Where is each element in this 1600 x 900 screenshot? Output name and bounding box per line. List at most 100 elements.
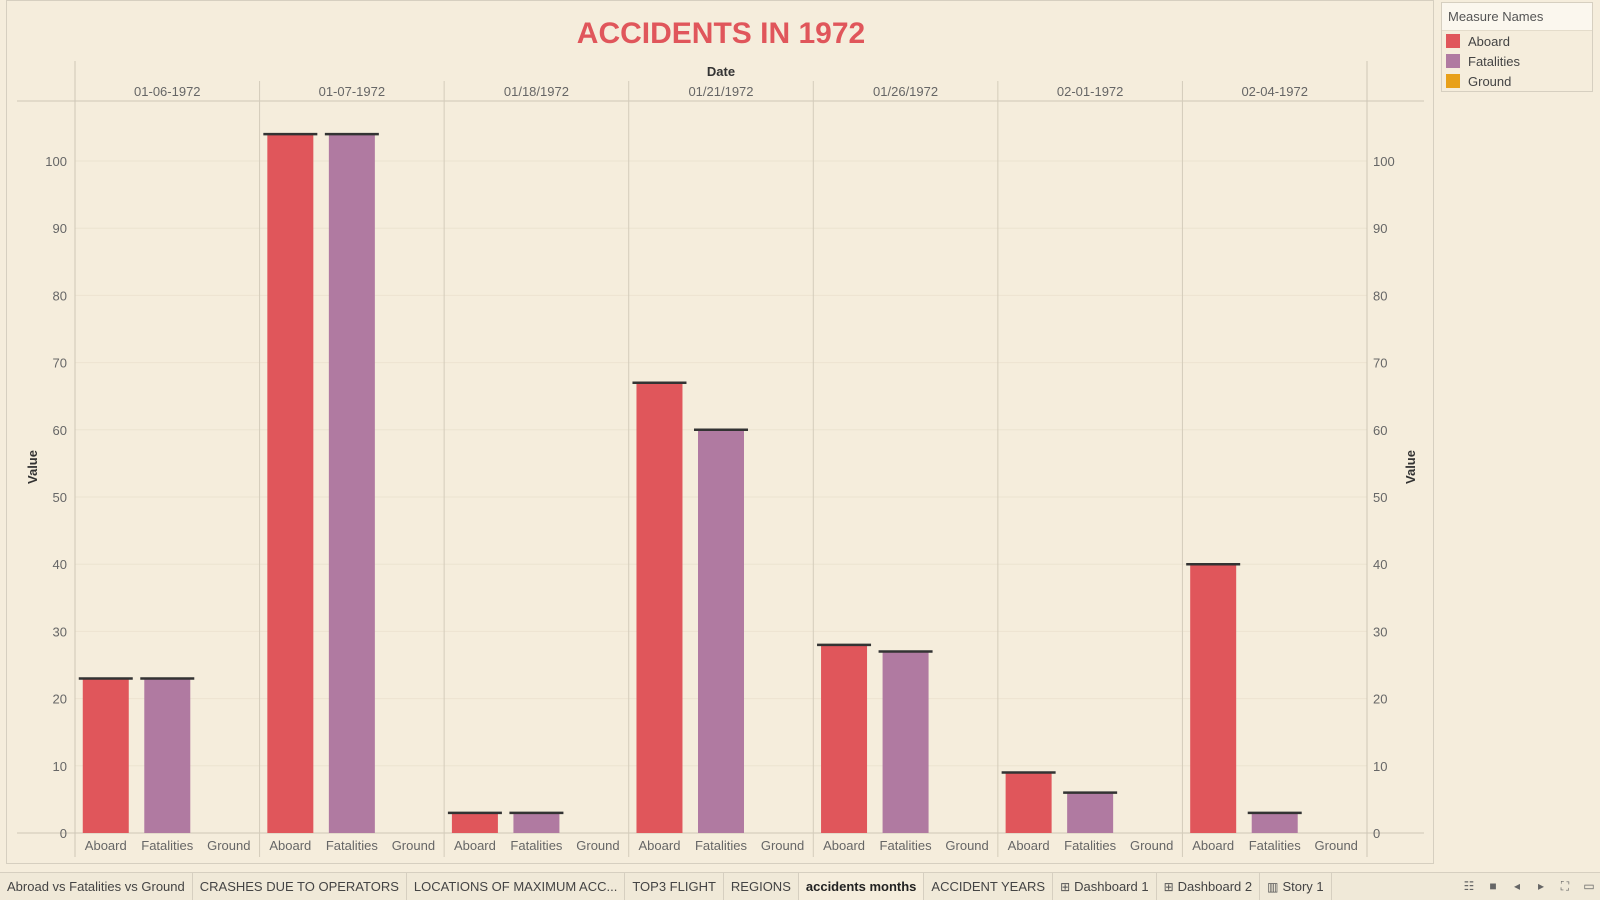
y-tick-label-right: 10: [1373, 759, 1387, 774]
bar-fatalities[interactable]: [144, 678, 191, 833]
bar-aboard[interactable]: [1005, 772, 1052, 833]
sheet-tab-bar: Abroad vs Fatalities vs Ground CRASHES DU…: [0, 872, 1600, 900]
y-tick-label-left: 70: [53, 356, 67, 371]
y-tick-label-right: 50: [1373, 490, 1387, 505]
legend-item-ground[interactable]: Ground: [1442, 71, 1592, 91]
sheet-tab[interactable]: ACCIDENT YEARS: [924, 872, 1054, 900]
sheet-tab-label: ACCIDENT YEARS: [931, 878, 1046, 894]
date-header: 01/21/1972: [688, 84, 753, 99]
x-tick-label: Aboard: [1008, 838, 1050, 853]
y-tick-label-left: 90: [53, 221, 67, 236]
grid-view-icon[interactable]: ☷: [1463, 879, 1475, 893]
bar-fatalities[interactable]: [328, 134, 375, 833]
prev-icon[interactable]: ◂: [1513, 879, 1521, 893]
bar-fatalities[interactable]: [1067, 792, 1114, 833]
bar-aboard[interactable]: [636, 382, 683, 833]
sheet-tab[interactable]: REGIONS: [724, 872, 799, 900]
y-tick-label-right: 0: [1373, 826, 1380, 841]
chart-area: ACCIDENTS IN 1972 Date 0 0 10 10 20 20 30 30 40 40 5…: [6, 0, 1434, 864]
sheet-tab-label: REGIONS: [730, 878, 791, 894]
date-header: 01/18/1972: [504, 84, 569, 99]
legend-swatch: [1446, 74, 1460, 88]
dashboard-icon: ⊞: [1163, 879, 1174, 894]
y-tick-label-left: 60: [53, 423, 67, 438]
y-axis-title-left: Value: [25, 450, 40, 484]
y-tick-label-left: 40: [53, 557, 67, 572]
x-tick-label: Fatalities: [1064, 838, 1117, 853]
bar-aboard[interactable]: [82, 678, 129, 833]
y-tick-label-right: 60: [1373, 423, 1387, 438]
x-tick-label: Aboard: [823, 838, 865, 853]
sheet-tab[interactable]: LOCATIONS OF MAXIMUM ACC...: [407, 872, 626, 900]
bar-chart: ACCIDENTS IN 1972 Date 0 0 10 10 20 20 30 30 40 40 5…: [17, 17, 1424, 857]
x-tick-label: Ground: [576, 838, 619, 853]
sheet-tab[interactable]: TOP3 FLIGHT: [625, 872, 724, 900]
story-icon: ▥: [1267, 879, 1279, 894]
sheet-tab[interactable]: ⊞ Dashboard 1: [1053, 872, 1157, 900]
sheet-tab[interactable]: ▥ Story 1: [1260, 872, 1332, 900]
legend-item-fatalities[interactable]: Fatalities: [1442, 51, 1592, 71]
presentation-icon[interactable]: ▭: [1583, 879, 1595, 893]
y-tick-label-right: 100: [1373, 154, 1395, 169]
date-header: 01/26/1972: [873, 84, 938, 99]
y-tick-label-left: 0: [60, 826, 67, 841]
x-tick-label: Aboard: [269, 838, 311, 853]
sheet-tab[interactable]: Abroad vs Fatalities vs Ground: [0, 872, 193, 900]
y-tick-label-right: 70: [1373, 356, 1387, 371]
x-tick-label: Fatalities: [510, 838, 563, 853]
x-tick-label: Ground: [761, 838, 804, 853]
filmstrip-icon[interactable]: ■: [1489, 879, 1497, 893]
bar-fatalities[interactable]: [882, 651, 929, 833]
legend-label: Aboard: [1468, 33, 1510, 49]
y-tick-label-right: 90: [1373, 221, 1387, 236]
dashboard-icon: ⊞: [1060, 879, 1071, 894]
legend-swatch: [1446, 54, 1460, 68]
date-header: 01-06-1972: [134, 84, 201, 99]
next-icon[interactable]: ▸: [1537, 879, 1545, 893]
x-tick-label: Aboard: [1192, 838, 1234, 853]
date-header: 02-01-1972: [1057, 84, 1124, 99]
sheet-tab-label: Dashboard 2: [1177, 878, 1253, 894]
y-tick-label-right: 40: [1373, 557, 1387, 572]
y-tick-label-left: 100: [45, 154, 67, 169]
sheet-tab[interactable]: accidents months: [798, 872, 925, 900]
bar-aboard[interactable]: [267, 134, 314, 833]
bar-aboard[interactable]: [821, 644, 868, 833]
x-tick-label: Ground: [1315, 838, 1358, 853]
x-tick-label: Fatalities: [141, 838, 194, 853]
sheet-tab[interactable]: ⊞ Dashboard 2: [1157, 872, 1261, 900]
sheet-tab-label: TOP3 FLIGHT: [632, 878, 716, 894]
bar-fatalities[interactable]: [513, 812, 560, 833]
sheet-tab[interactable]: CRASHES DUE TO OPERATORS: [193, 872, 407, 900]
bar-aboard[interactable]: [1190, 564, 1237, 833]
x-tick-label: Fatalities: [326, 838, 379, 853]
legend-item-aboard[interactable]: Aboard: [1442, 31, 1592, 51]
y-tick-label-left: 30: [53, 624, 67, 639]
x-tick-label: Ground: [207, 838, 250, 853]
x-tick-label: Fatalities: [695, 838, 748, 853]
legend-label: Ground: [1468, 73, 1512, 89]
x-tick-label: Fatalities: [1249, 838, 1302, 853]
bar-fatalities[interactable]: [698, 429, 744, 833]
bar-fatalities[interactable]: [1251, 812, 1298, 833]
y-tick-label-left: 80: [53, 288, 67, 303]
x-tick-label: Fatalities: [880, 838, 933, 853]
legend-title: Measure Names: [1442, 3, 1592, 31]
x-tick-label: Ground: [945, 838, 988, 853]
sheet-tab-label: Story 1: [1282, 878, 1324, 894]
date-header: 02-04-1972: [1241, 84, 1308, 99]
y-axis-title-right: Value: [1403, 450, 1418, 484]
x-tick-label: Aboard: [454, 838, 496, 853]
x-tick-label: Ground: [1130, 838, 1173, 853]
sheet-tab-label: accidents months: [805, 878, 917, 894]
x-tick-label: Aboard: [85, 838, 127, 853]
sheet-tab-label: CRASHES DUE TO OPERATORS: [199, 878, 399, 894]
chart-title: ACCIDENTS IN 1972: [577, 17, 865, 50]
bar-aboard[interactable]: [451, 812, 498, 833]
legend-swatch: [1446, 34, 1460, 48]
fullscreen-icon[interactable]: ⛶: [1560, 878, 1570, 893]
sheet-tab-label: Abroad vs Fatalities vs Ground: [7, 878, 185, 894]
x-tick-label: Aboard: [639, 838, 681, 853]
y-tick-label-right: 20: [1373, 692, 1387, 707]
legend: Measure Names Aboard Fatalities Ground: [1441, 2, 1593, 92]
